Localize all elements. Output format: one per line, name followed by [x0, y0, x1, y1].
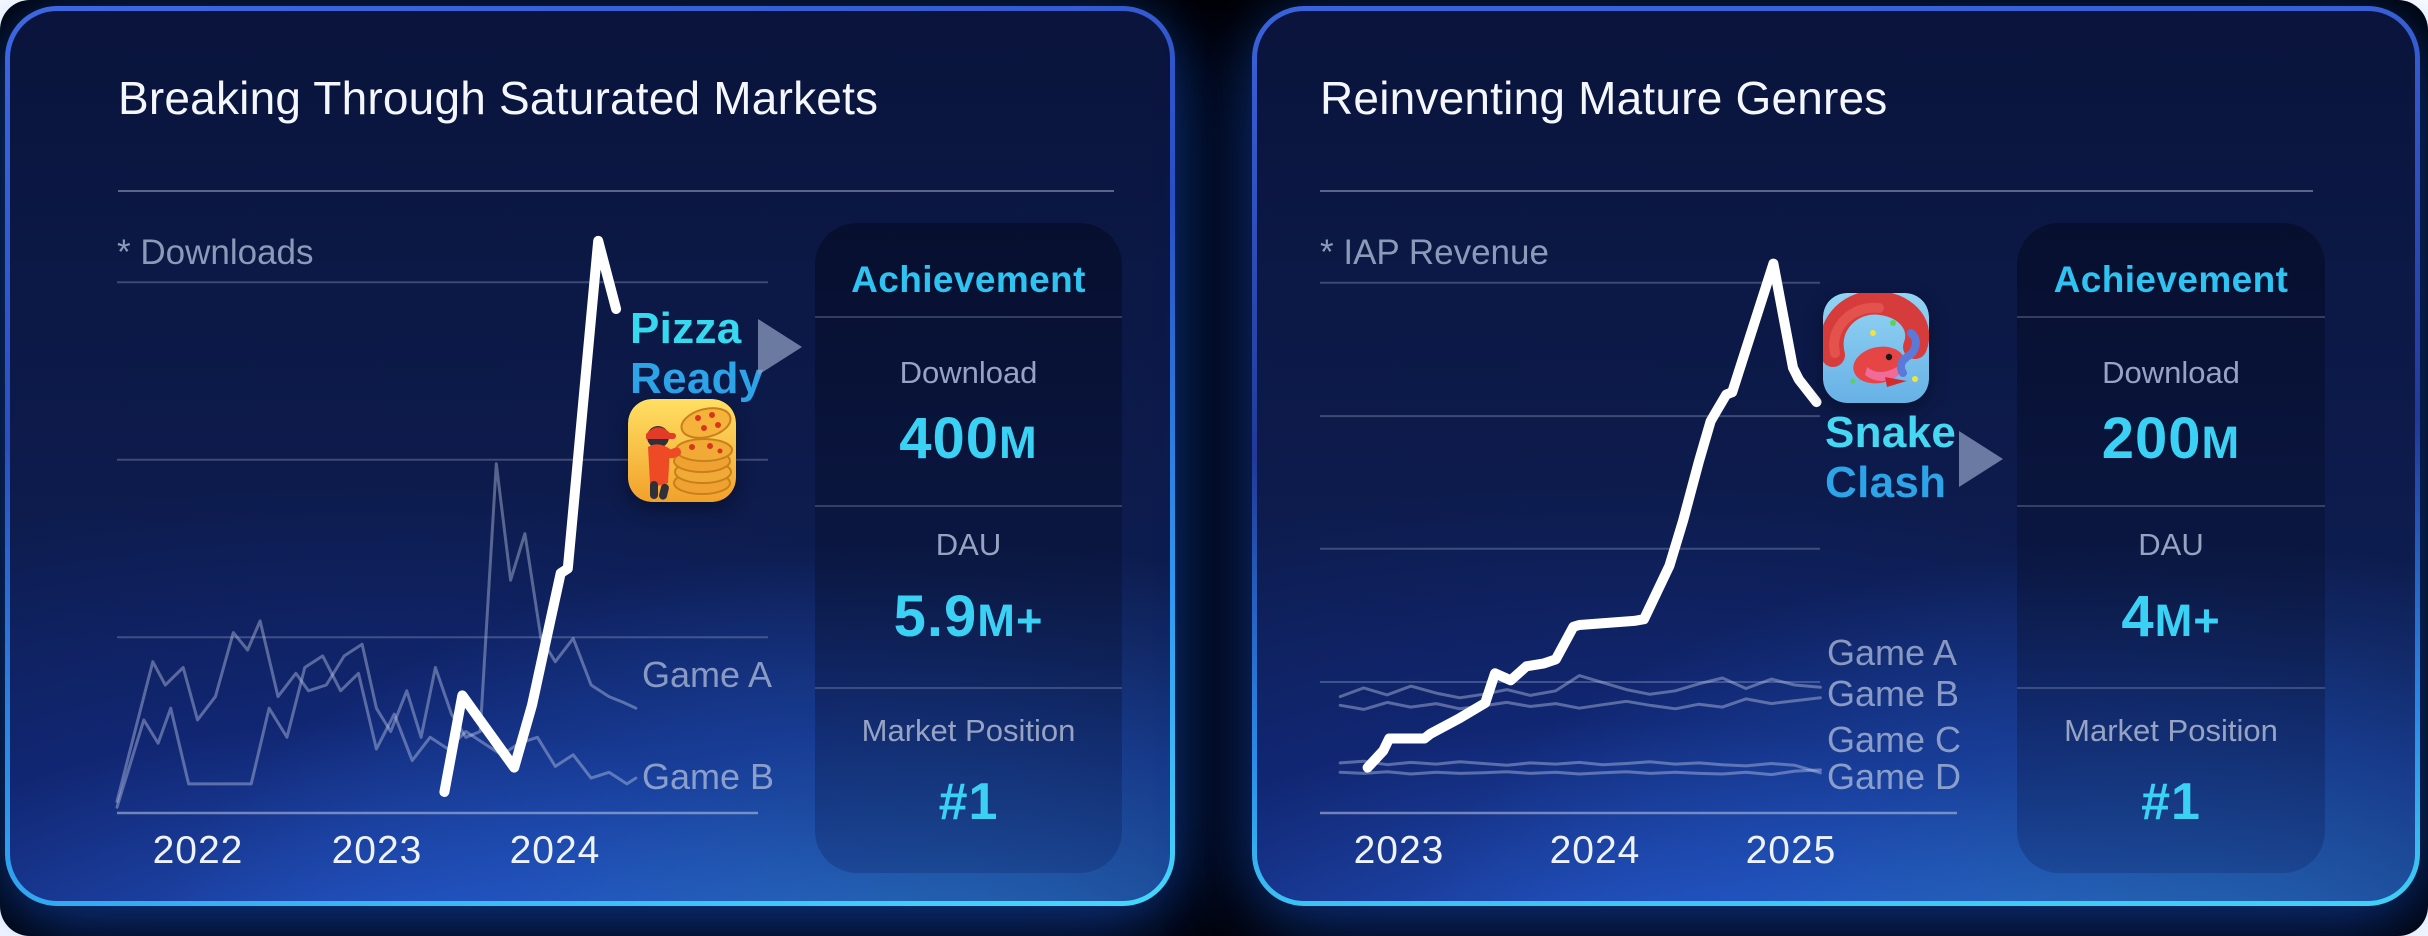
x-tick-2023: 2023 — [331, 829, 423, 872]
triangle-right-icon — [1959, 431, 2003, 487]
red-snake-head — [1853, 346, 1907, 387]
panel-divider — [2017, 687, 2325, 689]
series-game-c — [1338, 759, 1822, 775]
stat-value-market-position: #1 — [938, 773, 999, 831]
app-name-pizza-ready: Pizza Ready — [630, 304, 764, 403]
series-label-game-b: Game B — [1827, 673, 1960, 714]
x-tick-2023: 2023 — [1353, 829, 1445, 872]
triangle-right-icon — [758, 319, 802, 375]
series-label-game-a: Game A — [1827, 632, 1958, 673]
stat-label-dau: DAU — [935, 527, 1002, 562]
series-game-a — [115, 462, 638, 803]
blue-snake — [1896, 329, 1920, 377]
series-pizza-ready — [439, 235, 622, 797]
title-divider — [118, 190, 1114, 192]
panel-divider — [815, 316, 1122, 318]
stat-label-download: Download — [899, 355, 1038, 390]
stat-label-market-position: Market Position — [861, 713, 1076, 748]
x-tick-2024: 2024 — [509, 829, 601, 872]
card-saturated-markets-body: Breaking Through Saturated Markets * Dow… — [10, 11, 1170, 901]
panel-divider — [2017, 316, 2325, 318]
achievement-panel: Achievement Download 400M DAU 5.9M+ Mark… — [815, 223, 1122, 873]
stat-label-download: Download — [2102, 355, 2240, 390]
panel-divider — [815, 505, 1122, 507]
app-name-snake-clash: Snake Clash — [1825, 408, 1957, 507]
stat-value-dau: 5.9M+ — [893, 584, 1044, 649]
metric-note: * IAP Revenue — [1320, 233, 1549, 272]
series-label-game-d: Game D — [1827, 756, 1962, 797]
achievement-header: Achievement — [2053, 259, 2289, 300]
snake-clash-app-icon — [1823, 293, 1929, 403]
x-tick-2025: 2025 — [1745, 829, 1837, 872]
stat-value-downloads: 400M — [899, 406, 1038, 471]
stat-label-dau: DAU — [2138, 527, 2204, 562]
stat-value-downloads: 200M — [2101, 406, 2241, 471]
pepperoni — [689, 412, 723, 454]
x-tick-2024: 2024 — [1549, 829, 1641, 872]
series-game-b — [1338, 696, 1822, 711]
series-game-a — [1338, 674, 1822, 700]
panel-divider — [815, 687, 1122, 689]
series-snake-clash — [1362, 258, 1822, 773]
card-mature-genres: Reinventing Mature Genres * IAP Revenue … — [1252, 6, 2420, 906]
page-title: Reinventing Mature Genres — [1320, 72, 1888, 124]
series-game-d — [1338, 768, 1822, 777]
page-title: Breaking Through Saturated Markets — [118, 72, 879, 124]
achievement-panel: Achievement Download 200M DAU 4M+ Market… — [2017, 223, 2325, 873]
series-label-game-c: Game C — [1827, 719, 1962, 760]
stat-label-market-position: Market Position — [2064, 713, 2278, 748]
food-dots — [1850, 320, 1918, 384]
stat-value-market-position: #1 — [2141, 773, 2201, 831]
series-label-game-b: Game B — [642, 756, 775, 797]
series-game-b — [115, 654, 638, 809]
panel-divider — [2017, 505, 2325, 507]
metric-note: * Downloads — [117, 233, 314, 272]
pizza-ready-app-icon — [628, 399, 736, 502]
card-mature-genres-body: Reinventing Mature Genres * IAP Revenue … — [1257, 11, 2415, 901]
delivery-character — [646, 426, 682, 500]
pizza-stack — [673, 407, 733, 495]
series-label-game-a: Game A — [642, 654, 773, 695]
achievement-header: Achievement — [851, 259, 1086, 300]
title-divider — [1320, 190, 2313, 192]
stat-value-dau: 4M+ — [2121, 584, 2221, 649]
card-saturated-markets: Breaking Through Saturated Markets * Dow… — [5, 6, 1175, 906]
x-tick-2022: 2022 — [152, 829, 244, 872]
